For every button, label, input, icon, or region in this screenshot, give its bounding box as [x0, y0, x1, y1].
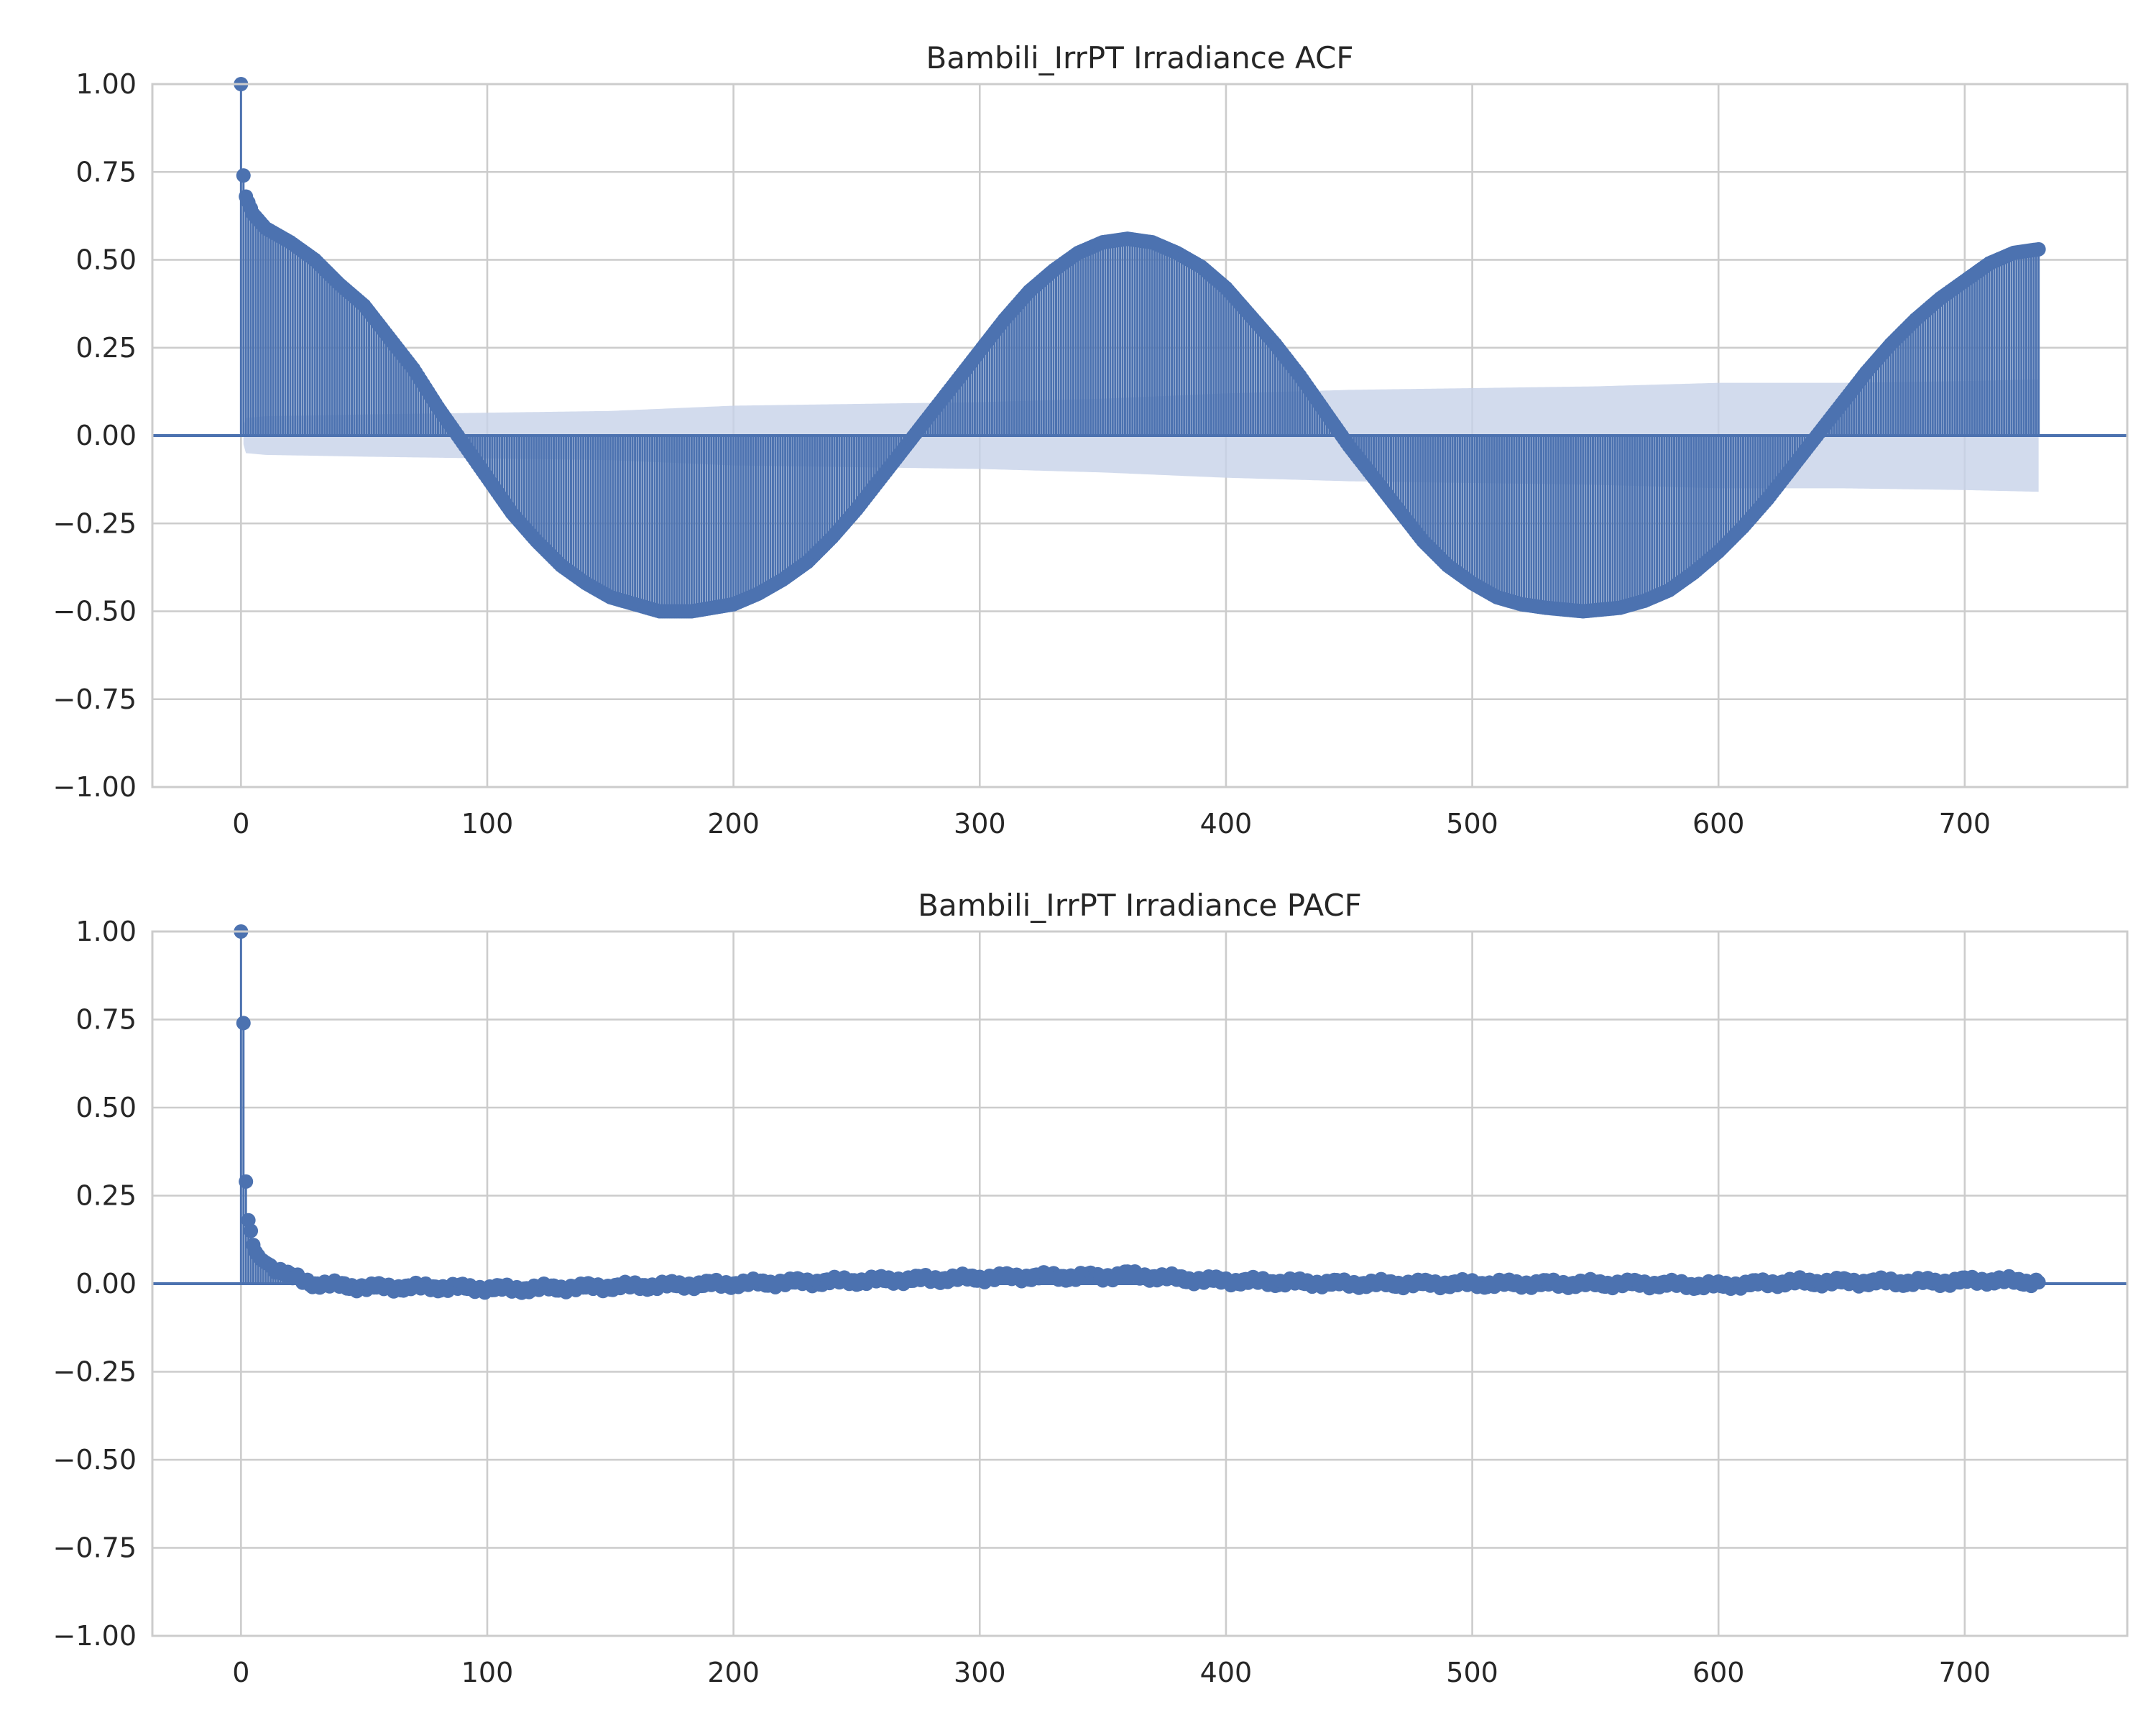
- pacf-point-1: [236, 1016, 251, 1031]
- pacf-title: Bambili_IrrPT Irradiance PACF: [918, 888, 1362, 923]
- pacf-ytick-label: 0.50: [75, 1092, 137, 1123]
- acf-ytick-label: −0.50: [53, 596, 137, 627]
- pacf-xtick-label: 500: [1446, 1657, 1498, 1688]
- acf-xtick-label: 600: [1692, 808, 1745, 840]
- acf-plot-frame: [151, 83, 2129, 788]
- acf-xtick-label: 500: [1446, 808, 1498, 840]
- pacf-xtick-label: 100: [461, 1657, 514, 1688]
- pacf-xtick-label: 700: [1939, 1657, 1991, 1688]
- pacf-xtick-label: 400: [1200, 1657, 1253, 1688]
- pacf-ytick-label: −0.75: [53, 1532, 137, 1564]
- pacf-ytick-label: −1.00: [53, 1620, 137, 1652]
- acf-point-1: [236, 168, 251, 183]
- pacf-markers: [234, 924, 2046, 1300]
- acf-panel: 0 100 200 300 400 500 600 700 −1.00 −0.75 −0.50 −0.…: [53, 40, 2129, 840]
- pacf-ytick-label: 0.00: [75, 1268, 137, 1300]
- acf-title: Bambili_IrrPT Irradiance ACF: [926, 40, 1353, 75]
- acf-ytick-label: 1.00: [75, 68, 137, 100]
- acf-ytick-label: −0.25: [53, 507, 137, 539]
- acf-ytick-label: 0.50: [75, 244, 137, 276]
- pacf-ytick-label: −0.25: [53, 1356, 137, 1388]
- pacf-xtick-label: 600: [1692, 1657, 1745, 1688]
- acf-xtick-label: 700: [1939, 808, 1991, 840]
- acf-xtick-label: 100: [461, 808, 514, 840]
- acf-ytick-label: −1.00: [53, 771, 137, 803]
- acf-ytick-label: 0.00: [75, 420, 137, 451]
- acf-point-730: [2031, 242, 2046, 257]
- acf-ytick-label: 0.25: [75, 332, 137, 364]
- pacf-point-4: [244, 1223, 259, 1238]
- pacf-stems: [239, 932, 2040, 1293]
- acf-ytick-label: −0.75: [53, 684, 137, 715]
- pacf-xtick-label: 300: [954, 1657, 1006, 1688]
- acf-xtick-label: 200: [707, 808, 760, 840]
- pacf-ytick-label: 1.00: [75, 916, 137, 947]
- pacf-xtick-label: 0: [232, 1657, 249, 1688]
- pacf-panel: 0 100 200 300 400 500 600 700 −1.00 −0.75 −0.50 −0.…: [53, 888, 2129, 1688]
- pacf-ytick-label: 0.75: [75, 1004, 137, 1036]
- acf-ytick-label: 0.75: [75, 156, 137, 188]
- pacf-ytick-label: 0.25: [75, 1180, 137, 1212]
- acf-xtick-label: 0: [232, 808, 249, 840]
- pacf-plot-frame: [151, 930, 2129, 1637]
- pacf-xtick-label: 200: [707, 1657, 760, 1688]
- acf-xtick-label: 400: [1200, 808, 1253, 840]
- acf-xtick-label: 300: [954, 808, 1006, 840]
- pacf-ytick-label: −0.50: [53, 1444, 137, 1476]
- pacf-point-2: [239, 1174, 254, 1189]
- acf-markers: [234, 77, 2046, 619]
